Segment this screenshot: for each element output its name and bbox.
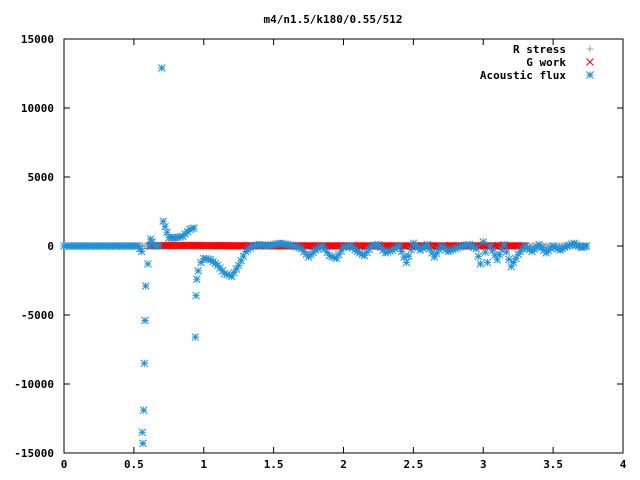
data-point (157, 64, 166, 72)
y-tick-label: 10000 (21, 102, 54, 115)
data-point (161, 222, 169, 231)
data-point (404, 252, 413, 260)
x-tick-label: 1.5 (264, 458, 284, 471)
data-point (483, 258, 492, 267)
data-point (472, 244, 481, 253)
y-tick-label: 15000 (21, 33, 54, 46)
data-point (435, 245, 443, 254)
data-point (192, 291, 200, 300)
x-tick-label: 3 (480, 458, 487, 471)
data-point (192, 275, 201, 283)
data-point (479, 238, 488, 246)
x-tick-label: 2 (340, 458, 347, 471)
series-layer (60, 64, 591, 448)
series-acoustic-flux (60, 64, 591, 448)
data-point (138, 428, 147, 437)
data-point (137, 247, 146, 256)
data-point (139, 439, 147, 448)
x-tick-label: 3.5 (543, 458, 563, 471)
data-point (430, 253, 439, 261)
data-point (560, 243, 569, 252)
x-tick-label: 2.5 (403, 458, 423, 471)
y-tick-label: 0 (47, 240, 54, 253)
data-point (402, 258, 411, 267)
x-tick-label: 4 (620, 458, 627, 471)
legend-marker (586, 45, 594, 53)
data-point (505, 255, 513, 264)
x-axis: 0 0.5 1 1.5 2 2.5 3 3.5 4 (61, 39, 627, 471)
data-point (148, 238, 156, 246)
legend-label: R stress (513, 43, 566, 56)
data-point (194, 266, 203, 275)
chart-title: m4/n1.5/k180/0.55/512 (263, 13, 402, 26)
legend-marker (586, 71, 594, 79)
x-tick-label: 0.5 (124, 458, 144, 471)
y-tick-label: -15000 (14, 447, 54, 460)
data-point (191, 333, 200, 341)
legend-label: Acoustic flux (480, 69, 566, 82)
data-point (227, 272, 236, 281)
x-tick-label: 1 (200, 458, 207, 471)
data-point (190, 224, 198, 232)
y-tick-label: -5000 (21, 309, 54, 322)
data-point (474, 252, 483, 261)
data-point (500, 240, 509, 249)
data-point (155, 242, 163, 250)
data-point (163, 228, 171, 237)
data-point (141, 316, 149, 325)
data-point (140, 359, 149, 368)
legend-marker (586, 58, 594, 66)
data-point (141, 282, 150, 290)
data-point (582, 242, 591, 250)
data-point (481, 248, 490, 257)
data-point (139, 406, 148, 415)
data-point (476, 260, 485, 268)
legend-label: G work (526, 56, 566, 69)
data-point (159, 217, 168, 226)
y-tick-label: -10000 (14, 378, 54, 391)
data-point (502, 248, 511, 256)
y-tick-label: 5000 (28, 171, 55, 184)
data-point (143, 260, 152, 268)
y-axis: -15000 -10000 -5000 0 5000 10000 15000 (14, 33, 623, 460)
x-tick-label: 0 (61, 458, 68, 471)
